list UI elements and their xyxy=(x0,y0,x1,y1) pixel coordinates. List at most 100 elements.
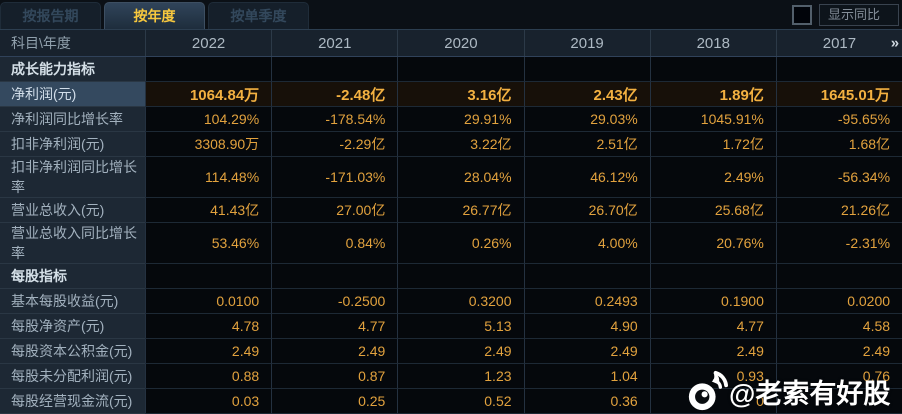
table-cell: 2.49 xyxy=(145,339,272,364)
table-cell: 3.16亿 xyxy=(397,82,524,107)
table-header-row: 科目\年度 2022 2021 2020 2019 2018 2017 » xyxy=(0,30,902,57)
table-cell: 4.78 xyxy=(145,314,272,339)
table-body: 成长能力指标 净利润(元) 1064.84万 -2.48亿 3.16亿 2.43亿 1.89… xyxy=(0,57,902,414)
show-yoy-button[interactable]: 显示同比 xyxy=(819,4,899,26)
table-row[interactable]: 基本每股收益(元) 0.0100 -0.2500 0.3200 0.2493 0.1900… xyxy=(0,289,902,314)
show-yoy-checkbox[interactable] xyxy=(792,5,812,25)
section-row: 成长能力指标 xyxy=(0,57,902,82)
table-cell: 0.88 xyxy=(145,364,272,389)
table-cell: -2.29亿 xyxy=(271,132,398,157)
table-cell: 2.49 xyxy=(271,339,398,364)
row-label: 每股净资产(元) xyxy=(0,314,145,339)
table-cell: 26.77亿 xyxy=(397,198,524,223)
year-header-label: 2021 xyxy=(318,34,352,52)
tab-bar: 按报告期 按年度 按单季度 显示同比 xyxy=(0,0,902,30)
tab-by-year[interactable]: 按年度 xyxy=(104,2,205,29)
table-cell: -178.54% xyxy=(271,107,398,132)
table-cell: 4.58 xyxy=(775,314,902,339)
row-label: 营业总收入同比增长率 xyxy=(0,223,145,264)
year-header-2020: 2020 xyxy=(397,30,523,56)
table-cell: 27.00亿 xyxy=(271,198,398,223)
table-cell: 0.0200 xyxy=(775,289,902,314)
table-cell: 0.1900 xyxy=(649,289,776,314)
table-cell: 2.49 xyxy=(397,339,524,364)
table-cell: 1.23 xyxy=(397,364,524,389)
year-header-2022: 2022 xyxy=(145,30,271,56)
weibo-icon xyxy=(688,370,728,411)
section-row: 每股指标 xyxy=(0,264,902,289)
watermark-text: @老索有好股 xyxy=(729,378,891,409)
table-cell: 1645.01万 xyxy=(775,82,902,107)
corner-label: 科目\年度 xyxy=(11,35,71,51)
row-label: 营业总收入(元) xyxy=(0,198,145,223)
table-row[interactable]: 净利润同比增长率 104.29% -178.54% 29.91% 29.03% 1045.… xyxy=(0,107,902,132)
row-label: 净利润同比增长率 xyxy=(0,107,145,132)
table-cell: 4.77 xyxy=(271,314,398,339)
table-cell: 0.76 xyxy=(775,364,902,389)
table-cell xyxy=(523,264,650,289)
table-row[interactable]: 扣非净利润同比增长率 114.48% -171.03% 28.04% 46.12% 2.4… xyxy=(0,157,902,198)
table-cell xyxy=(775,57,902,82)
table-row[interactable]: 每股净资产(元) 4.78 4.77 5.13 4.90 4.77 4.58 xyxy=(0,314,902,339)
table-cell: -56.34% xyxy=(775,157,902,198)
table-cell xyxy=(775,264,902,289)
year-header-label: 2018 xyxy=(696,34,730,52)
table-cell: 29.03% xyxy=(523,107,650,132)
table-cell: 0.84% xyxy=(271,223,398,264)
table-cell: 1.04 xyxy=(523,364,650,389)
row-label: 扣非净利润(元) xyxy=(0,132,145,157)
table-cell: 28.04% xyxy=(397,157,524,198)
table-cell: 0.52 xyxy=(397,389,524,414)
table-cell: -95.65% xyxy=(775,107,902,132)
table-row[interactable]: 营业总收入同比增长率 53.46% 0.84% 0.26% 4.00% 20.76% -2.… xyxy=(0,223,902,264)
table-row[interactable]: 每股资本公积金(元) 2.49 2.49 2.49 2.49 2.49 2.49 xyxy=(0,339,902,364)
table-row[interactable]: 每股未分配利润(元) 0.88 0.87 1.23 1.04 0.93 0.76 xyxy=(0,364,902,389)
year-header-2018: 2018 xyxy=(649,30,776,56)
table-cell xyxy=(397,264,524,289)
table-cell: 1.72亿 xyxy=(649,132,776,157)
table-cell: 5.13 xyxy=(397,314,524,339)
table-cell xyxy=(145,264,272,289)
tab-by-quarter[interactable]: 按单季度 xyxy=(208,2,309,29)
table-cell: 2.51亿 xyxy=(523,132,650,157)
table-cell xyxy=(271,264,398,289)
table-cell: 114.48% xyxy=(145,157,272,198)
table-row[interactable]: 净利润(元) 1064.84万 -2.48亿 3.16亿 2.43亿 1.89亿 1645.… xyxy=(0,82,902,107)
table-cell: 3308.90万 xyxy=(145,132,272,157)
table-cell: 0.2493 xyxy=(523,289,650,314)
table-cell: 104.29% xyxy=(145,107,272,132)
table-cell: 0.87 xyxy=(271,364,398,389)
table-cell xyxy=(271,57,398,82)
table-cell: 0.0100 xyxy=(145,289,272,314)
table-row[interactable]: 扣非净利润(元) 3308.90万 -2.29亿 3.22亿 2.51亿 1.72亿 1.6… xyxy=(0,132,902,157)
year-header-label: 2017 xyxy=(822,34,857,52)
table-cell: -171.03% xyxy=(271,157,398,198)
row-label: 每股未分配利润(元) xyxy=(0,364,145,389)
year-header-2021: 2021 xyxy=(271,30,397,56)
year-header-2019: 2019 xyxy=(523,30,650,56)
table-cell: -2.48亿 xyxy=(271,82,398,107)
table-cell xyxy=(145,57,272,82)
year-header-label: 2020 xyxy=(444,34,478,52)
table-cell xyxy=(523,57,650,82)
table-cell: 20.76% xyxy=(649,223,776,264)
year-header-label: 2019 xyxy=(570,34,604,52)
financials-table: 科目\年度 2022 2021 2020 2019 2018 2017 » 成长能力指标 净利… xyxy=(0,30,902,414)
table-cell xyxy=(775,389,902,414)
more-columns-icon[interactable]: » xyxy=(890,34,899,52)
table-cell: 21.26亿 xyxy=(775,198,902,223)
table-cell: 2.49 xyxy=(775,339,902,364)
table-cell: 46.12% xyxy=(523,157,650,198)
tab-by-report-period[interactable]: 按报告期 xyxy=(0,2,101,29)
table-cell: 0.3200 xyxy=(397,289,524,314)
table-cell: 2.49% xyxy=(649,157,776,198)
table-cell: -0.2500 xyxy=(271,289,398,314)
table-cell: 0.26% xyxy=(397,223,524,264)
table-cell xyxy=(397,57,524,82)
table-cell: 2.49 xyxy=(649,339,776,364)
table-cell: 1.68亿 xyxy=(775,132,902,157)
table-row[interactable]: 营业总收入(元) 41.43亿 27.00亿 26.77亿 26.70亿 25.68亿 21… xyxy=(0,198,902,223)
table-cell: 1.89亿 xyxy=(649,82,776,107)
table-cell: 2.49 xyxy=(523,339,650,364)
